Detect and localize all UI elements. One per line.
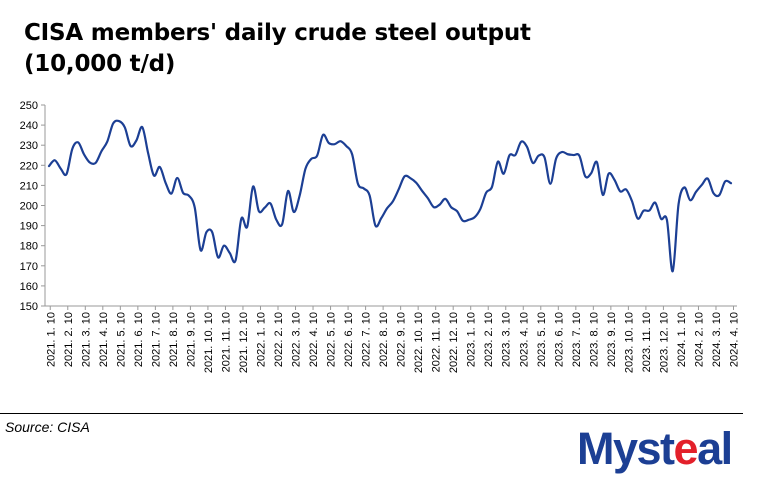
x-tick-label: 2023. 8. 10 xyxy=(588,312,600,367)
x-tick-label: 2023. 11. 10 xyxy=(641,312,653,372)
x-tick-label: 2022. 1. 10 xyxy=(255,312,267,367)
x-tick-label: 2024. 1. 10 xyxy=(676,312,688,367)
series-line xyxy=(47,119,733,273)
line-chart: 150 160 170 180 190 200 210 220 230 240 250 2021. 1… xyxy=(20,100,741,373)
x-tick-label: 2021. 7. 10 xyxy=(150,312,162,367)
source-note: Source: CISA xyxy=(5,419,90,435)
x-tick-label: 2024. 2. 10 xyxy=(693,312,705,367)
y-tick-label: 250 xyxy=(20,100,38,112)
x-tick-label: 2021. 2. 10 xyxy=(63,312,75,367)
x-tick-label: 2022. 10. 10 xyxy=(413,312,425,373)
x-tick-label: 2023. 6. 10 xyxy=(553,312,565,367)
logo-text-accent: e xyxy=(673,423,699,474)
y-tick-label: 240 xyxy=(20,120,38,132)
x-tick-label: 2021. 11. 10 xyxy=(220,312,232,372)
y-tick-label: 150 xyxy=(20,301,38,313)
y-tick-label: 160 xyxy=(20,281,38,293)
x-tick-label: 2022. 4. 10 xyxy=(308,312,320,367)
x-tick-label: 2024. 4. 10 xyxy=(728,312,740,367)
y-tick-label: 190 xyxy=(20,221,38,233)
mysteel-logo: Mysteal xyxy=(577,420,733,478)
x-tick-label: 2021. 12. 10 xyxy=(238,312,250,373)
y-tick-label: 200 xyxy=(20,201,38,213)
logo-text-part1: Myst xyxy=(577,423,675,474)
x-tick-label: 2023. 4. 10 xyxy=(518,312,530,367)
x-tick-label: 2021. 10. 10 xyxy=(203,312,215,373)
y-tick-label: 230 xyxy=(20,140,38,152)
x-tick-label: 2021. 4. 10 xyxy=(98,312,110,367)
x-tick-label: 2021. 1. 10 xyxy=(45,312,57,367)
chart-title-line1: CISA members' daily crude steel output xyxy=(24,20,531,46)
x-tick-label: 2021. 6. 10 xyxy=(133,312,145,367)
x-tick-label: 2021. 9. 10 xyxy=(185,312,197,367)
y-tick-label: 210 xyxy=(20,180,38,192)
footer-divider xyxy=(0,413,743,414)
y-tick-label: 170 xyxy=(20,261,38,273)
x-tick-label: 2023. 12. 10 xyxy=(658,312,670,373)
x-tick-label: 2022. 5. 10 xyxy=(326,312,338,367)
x-tick-label: 2021. 8. 10 xyxy=(168,312,180,367)
x-tick-label: 2023. 2. 10 xyxy=(483,312,495,367)
x-tick-label: 2022. 6. 10 xyxy=(343,312,355,367)
x-tick-label: 2022. 12. 10 xyxy=(448,312,460,373)
chart-title: CISA members' daily crude steel output (… xyxy=(24,18,531,80)
y-tick-label: 180 xyxy=(20,241,38,253)
x-tick-label: 2023. 9. 10 xyxy=(606,312,618,367)
x-tick-label: 2022. 2. 10 xyxy=(273,312,285,367)
x-tick-label: 2023. 3. 10 xyxy=(501,312,513,367)
x-tick-label: 2021. 5. 10 xyxy=(115,312,127,367)
x-tick-label: 2023. 7. 10 xyxy=(571,312,583,367)
x-tick-label: 2024. 3. 10 xyxy=(711,312,723,367)
x-tick-label: 2022. 7. 10 xyxy=(361,312,373,367)
logo-text-part2: al xyxy=(697,423,733,474)
x-tick-label: 2023. 1. 10 xyxy=(466,312,478,367)
x-tick-label: 2023. 10. 10 xyxy=(623,312,635,373)
x-tick-label: 2022. 8. 10 xyxy=(378,312,390,367)
x-tick-label: 2021. 3. 10 xyxy=(80,312,92,367)
y-tick-label: 220 xyxy=(20,160,38,172)
chart-title-line2: (10,000 t/d) xyxy=(24,51,176,77)
x-tick-label: 2022. 3. 10 xyxy=(291,312,303,367)
x-tick-label: 2022. 9. 10 xyxy=(396,312,408,367)
x-tick-label: 2023. 5. 10 xyxy=(536,312,548,367)
x-tick-label: 2022. 11. 10 xyxy=(431,312,443,372)
